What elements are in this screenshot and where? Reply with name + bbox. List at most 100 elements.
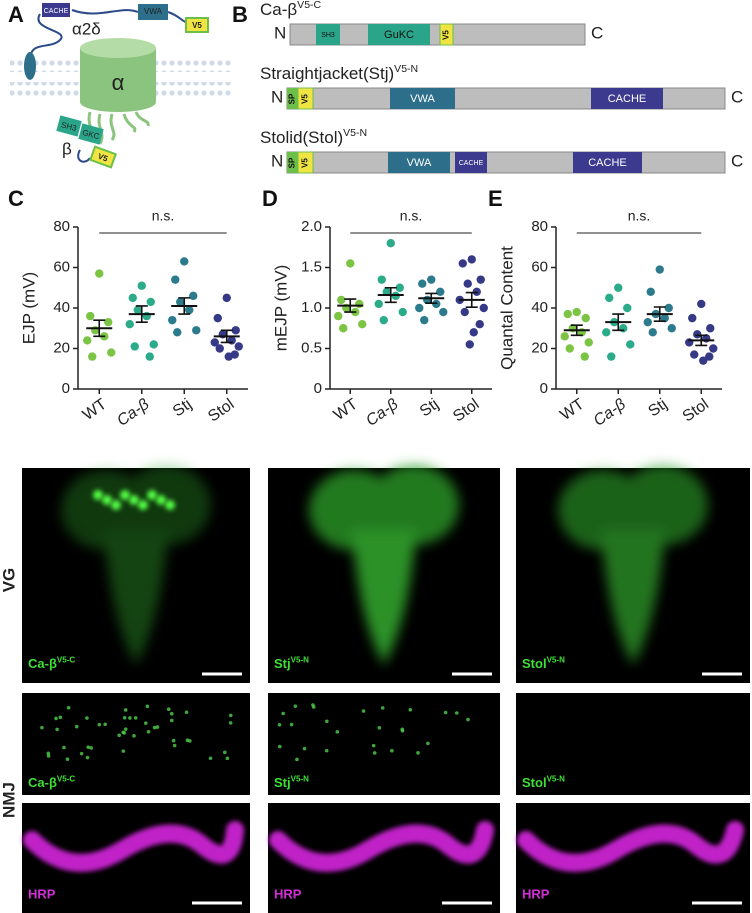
x-tick-label: WT: [331, 396, 361, 424]
data-point: [334, 311, 343, 321]
domain-label: SP: [288, 93, 297, 104]
bouton-puncta: [169, 711, 174, 716]
row-label: NMJ: [0, 782, 18, 818]
hrp-signal: [517, 821, 744, 872]
data-point: [420, 315, 429, 325]
x-tick-label: Ca-β: [363, 396, 401, 430]
image-label: StjV5-N: [274, 775, 309, 791]
x-tick-label: Stj: [170, 396, 195, 421]
significance-label: n.s.: [628, 208, 651, 224]
n-terminus: N: [271, 87, 283, 106]
y-tick-label: 80: [53, 218, 70, 235]
row-label: VG: [0, 568, 18, 593]
domain: [78, 123, 104, 145]
x-tick-label: WT: [80, 396, 110, 424]
data-point: [463, 279, 472, 288]
x-tick-label: Stj: [645, 396, 670, 421]
data-point: [623, 303, 632, 313]
bouton-puncta: [372, 751, 377, 755]
cell-body: [138, 500, 148, 510]
data-point: [358, 320, 367, 329]
data-point: [377, 275, 386, 284]
text-superscript: V5-N: [291, 775, 310, 784]
text-superscript: V5-C: [297, 0, 321, 11]
text-superscript: V5-N: [394, 63, 418, 75]
domain-label: SH3: [321, 32, 335, 39]
data-point: [192, 326, 201, 335]
data-point: [171, 275, 180, 284]
data-point: [660, 313, 669, 323]
bouton-puncta: [132, 734, 136, 738]
image-label: StolV5-N: [522, 656, 565, 672]
error-bar: [93, 319, 106, 338]
data-point: [667, 324, 676, 333]
data-point: [563, 309, 572, 319]
panel-label: E: [488, 186, 503, 211]
y-tick-label: 20: [53, 339, 70, 356]
bouton-puncta: [380, 706, 385, 710]
data-point: [584, 338, 593, 347]
data-point: [379, 315, 388, 325]
cell-body: [129, 495, 139, 505]
brain-lobe: [369, 465, 459, 545]
bouton-puncta: [74, 724, 79, 729]
bouton-puncta: [400, 728, 405, 733]
data-point: [439, 307, 448, 317]
x-tick-label: Stol: [450, 396, 482, 426]
bouton-puncta: [128, 716, 132, 720]
data-point: [479, 303, 488, 313]
image-label: Ca-βV5-C: [28, 656, 75, 672]
data-point: [418, 279, 427, 288]
bouton-puncta: [103, 722, 107, 727]
data-point: [83, 336, 92, 345]
data-point: [146, 297, 155, 307]
bouton-puncta: [277, 744, 282, 749]
domain: [316, 24, 340, 45]
domain-label: GuKC: [384, 29, 414, 41]
bouton-puncta: [85, 716, 89, 720]
hrp-signal: [23, 821, 244, 872]
domain: [591, 88, 663, 109]
bouton-puncta: [85, 755, 90, 760]
y-tick-label: 2.0: [301, 218, 322, 235]
channel: [80, 48, 156, 112]
panel-label: B: [232, 2, 248, 27]
bouton-puncta: [166, 707, 171, 712]
data-point: [581, 313, 590, 323]
y-tick-label: 20: [531, 339, 548, 356]
bouton-puncta: [426, 741, 430, 746]
data-point: [614, 283, 623, 292]
text-superscript: V5-N: [547, 656, 566, 665]
error-bar: [220, 329, 233, 344]
data-point: [125, 320, 134, 329]
nmj-image: [268, 693, 500, 795]
brain-lobe: [618, 465, 708, 545]
data-point: [460, 307, 469, 317]
cell-body: [156, 495, 166, 505]
cell-body: [93, 490, 103, 500]
vg-signal: [309, 465, 459, 665]
data-point: [185, 305, 194, 315]
protein-name: Straightjacket(Stj)V5-N: [260, 63, 418, 84]
data-point: [189, 291, 198, 301]
bouton-puncta: [79, 751, 84, 756]
bouton-puncta: [222, 750, 227, 755]
data-point: [697, 299, 706, 309]
y-tick-label: 1.5: [301, 258, 322, 275]
data-point: [709, 344, 718, 353]
data-point: [107, 348, 116, 357]
y-tick-label: 80: [531, 218, 548, 235]
error-bar: [344, 298, 357, 313]
subunit-label: α2δ: [72, 19, 101, 38]
bouton-puncta: [55, 727, 59, 732]
panel-label: A: [8, 2, 24, 27]
bouton-puncta: [361, 709, 366, 713]
data-point: [355, 299, 364, 309]
data-point: [475, 320, 484, 329]
domain-label: SP: [288, 157, 297, 168]
panel-label: C: [8, 186, 24, 211]
bouton-puncta: [40, 725, 44, 730]
data-point: [560, 332, 569, 341]
x-tick-label: Ca-β: [591, 396, 629, 430]
c-terminus: C: [591, 23, 603, 42]
